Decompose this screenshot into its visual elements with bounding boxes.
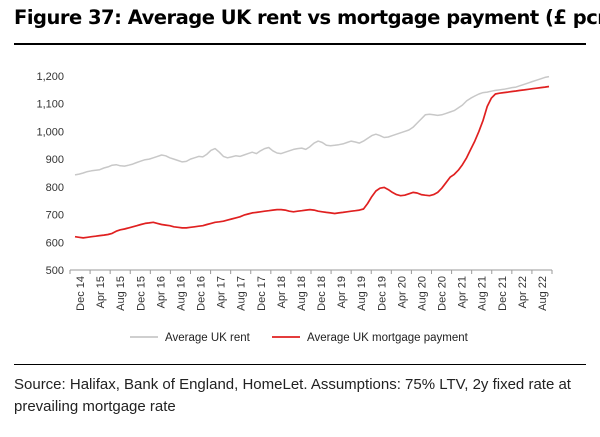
y-tick-label: 1,200: [36, 71, 64, 83]
x-tick-label: Dec 19: [376, 276, 388, 311]
x-tick-label: Apr 22: [517, 276, 529, 308]
chart-title: Figure 37: Average UK rent vs mortgage p…: [14, 6, 600, 29]
legend: Average UK rent Average UK mortgage payme…: [130, 332, 469, 344]
x-tick-label: Aug 16: [175, 276, 187, 311]
line-chart: 500 600 700 800 900 1,000 1,100 1,200 Dec 14 Apr…: [36, 71, 553, 344]
x-tick-label: Dec 14: [75, 276, 87, 311]
x-tick-label: Dec 17: [256, 276, 268, 311]
x-tick-label: Aug 17: [236, 276, 248, 311]
x-tick-label: Apr 18: [276, 276, 288, 308]
x-tick-label: Aug 18: [296, 276, 308, 311]
x-tick-label: Dec 15: [135, 276, 147, 311]
x-tick-label: Apr 19: [336, 276, 348, 308]
x-tick-label: Aug 15: [115, 276, 127, 311]
x-tick-label: Apr 15: [95, 276, 107, 308]
x-tick-label: Dec 20: [437, 276, 449, 311]
x-tick-label: Aug 19: [356, 276, 368, 311]
y-tick-label: 900: [46, 154, 64, 166]
y-tick-label: 1,100: [36, 99, 64, 111]
y-axis: 500 600 700 800 900 1,000 1,100 1,200: [36, 71, 64, 277]
y-tick-label: 600: [46, 237, 64, 249]
x-tick-label: Apr 17: [216, 276, 228, 308]
series-layer: [74, 75, 550, 239]
mortgage-series-line: [74, 85, 550, 239]
x-tick-label: Dec 16: [196, 276, 208, 311]
x-axis: Dec 14 Apr 15 Aug 15 Dec 15 Apr 16 Aug 16 Dec …: [69, 269, 553, 311]
x-tick-label: Apr 21: [457, 276, 469, 308]
legend-label: Average UK rent: [165, 332, 251, 344]
legend-label: Average UK mortgage payment: [307, 332, 469, 344]
y-tick-label: 1,000: [36, 126, 64, 138]
x-tick-label: Apr 20: [396, 276, 408, 308]
x-tick-label: Dec 18: [316, 276, 328, 311]
x-tick-label: Aug 20: [416, 276, 428, 311]
source-note: Source: Halifax, Bank of England, HomeLe…: [14, 376, 571, 415]
x-tick-label: Apr 16: [155, 276, 167, 308]
x-tick-label: Dec 21: [497, 276, 509, 311]
x-tick-label: Aug 22: [537, 276, 549, 311]
y-tick-label: 500: [46, 265, 64, 277]
rent-series-line: [74, 75, 550, 176]
y-tick-label: 800: [46, 182, 64, 194]
y-tick-label: 700: [46, 210, 64, 222]
source-divider: [14, 364, 586, 365]
x-tick-label: Aug 21: [477, 276, 489, 311]
title-underline: [14, 43, 586, 45]
